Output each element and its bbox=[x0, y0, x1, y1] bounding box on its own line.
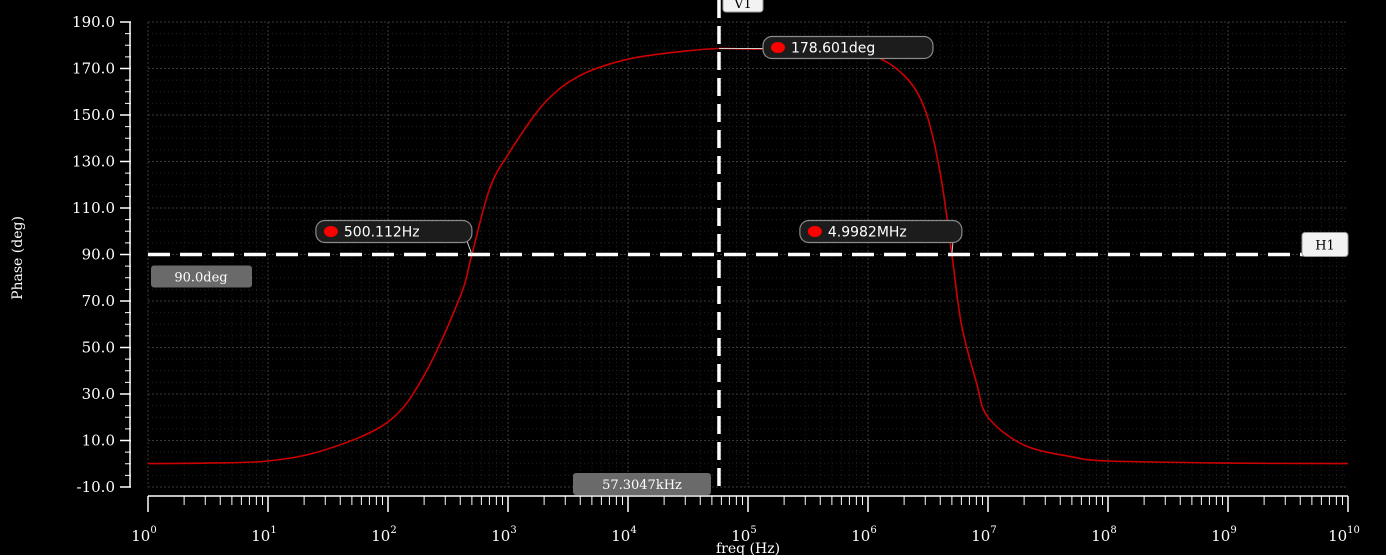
x-tick-label: 103 bbox=[491, 525, 516, 545]
marker-callout[interactable] bbox=[315, 219, 473, 244]
y-tick-label: 70.0 bbox=[82, 292, 115, 310]
plot-markers[interactable]: 500.112Hz 178.601deg 4.9982MHz bbox=[315, 35, 963, 255]
y-tick-label: 170.0 bbox=[72, 60, 115, 78]
plot-axes: -10.0 10.0 30.0 50.0 70.0 90.0 110.0 130.0 150.0… bbox=[72, 13, 1360, 545]
x-tick-label: 102 bbox=[371, 525, 396, 545]
x-tick-label: 100 bbox=[131, 525, 156, 545]
plot-grid bbox=[147, 21, 1348, 488]
marker-dot bbox=[807, 226, 822, 237]
marker-label: 4.9982MHz bbox=[828, 225, 907, 241]
x-tick-label: 108 bbox=[1091, 525, 1116, 545]
h1-tag[interactable] bbox=[1301, 232, 1349, 257]
y-tick-label: 50.0 bbox=[82, 339, 115, 357]
marker-callout[interactable] bbox=[799, 219, 963, 244]
h1-tag-label: H1 bbox=[1315, 239, 1335, 254]
v1-tag-label: V1 bbox=[733, 0, 752, 12]
y-tick-label: 190.0 bbox=[72, 13, 115, 31]
y-tick-label: 110.0 bbox=[72, 199, 115, 217]
y-tick-label: 90.0 bbox=[82, 246, 115, 264]
marker-label: 500.112Hz bbox=[344, 225, 420, 241]
y-axis-label: Phase (deg) bbox=[10, 216, 26, 300]
h1-value-label: 90.0deg bbox=[174, 271, 227, 286]
v1-value-label: 57.3047kHz bbox=[602, 478, 682, 493]
marker-label: 178.601deg bbox=[791, 41, 875, 57]
x-tick-label: 1010 bbox=[1328, 525, 1360, 545]
x-tick-label: 101 bbox=[251, 525, 276, 545]
y-tick-label: -10.0 bbox=[77, 478, 115, 496]
x-axis-label: freq (Hz) bbox=[716, 541, 780, 555]
y-tick-label: 10.0 bbox=[82, 432, 115, 450]
y-tick-label: 150.0 bbox=[72, 106, 115, 124]
x-tick-label: 104 bbox=[611, 525, 636, 545]
marker-callout[interactable] bbox=[762, 35, 934, 60]
y-tick-label: 130.0 bbox=[72, 153, 115, 171]
x-tick-label: 109 bbox=[1211, 525, 1236, 545]
x-tick-label: 106 bbox=[851, 525, 876, 545]
plot-cursors[interactable]: H1 V1 90.0deg 57.3047kHz bbox=[148, 0, 1349, 495]
v1-tag[interactable] bbox=[722, 0, 764, 13]
v1-value-box bbox=[572, 473, 711, 495]
y-tick-label: 30.0 bbox=[82, 385, 115, 403]
marker-dot bbox=[323, 226, 338, 237]
h1-value-box bbox=[151, 265, 252, 288]
marker-dot bbox=[770, 42, 785, 54]
x-tick-label: 107 bbox=[971, 525, 996, 545]
